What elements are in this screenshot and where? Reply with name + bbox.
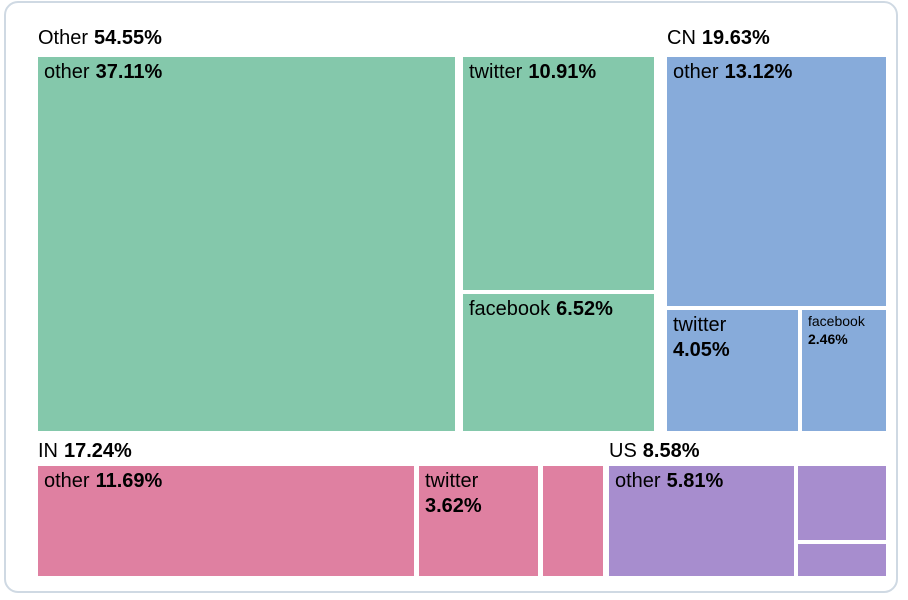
group-label-us: US 8.58% (609, 440, 700, 463)
treemap-cell-us-twitter[interactable] (798, 466, 886, 540)
treemap-cell-in-other[interactable]: other 11.69% (38, 466, 414, 576)
cell-label: facebook 6.52% (463, 294, 654, 325)
cell-label: twitter 3.62% (419, 466, 538, 522)
treemap-cell-in-facebook[interactable] (543, 466, 603, 576)
group-name: US (609, 440, 637, 462)
cell-label: other 11.69% (38, 466, 414, 497)
cell-name: other (44, 470, 90, 492)
treemap-cell-other-facebook[interactable]: facebook 6.52% (463, 294, 654, 431)
group-name: IN (38, 440, 58, 462)
cell-name: twitter (425, 470, 479, 492)
cell-name: other (44, 61, 90, 83)
cell-name: twitter (469, 61, 523, 83)
cell-pct: 6.52% (556, 298, 613, 320)
group-label-other: Other 54.55% (38, 27, 162, 50)
cell-pct: 3.62% (425, 495, 482, 517)
cell-label: facebook 2.46% (802, 310, 886, 351)
cell-name: facebook (469, 298, 551, 320)
cell-name: other (673, 61, 719, 83)
group-pct: 54.55% (94, 27, 162, 49)
treemap-cell-us-other[interactable]: other 5.81% (609, 466, 794, 576)
cell-pct: 10.91% (528, 61, 597, 83)
treemap-cell-cn-twitter[interactable]: twitter 4.05% (667, 310, 798, 431)
cell-name: facebook (808, 313, 865, 329)
group-name: Other (38, 27, 89, 49)
cell-label: other 13.12% (667, 57, 886, 88)
cell-label: other 37.11% (38, 57, 455, 88)
cell-pct: 37.11% (95, 61, 163, 83)
treemap-cell-other-other[interactable]: other 37.11% (38, 57, 455, 431)
treemap-cell-cn-other[interactable]: other 13.12% (667, 57, 886, 306)
treemap-cell-us-facebook[interactable] (798, 544, 886, 576)
group-pct: 17.24% (64, 440, 132, 462)
chart-card: Other 54.55% other 37.11% twitter 10.91% faceb… (4, 1, 898, 593)
cell-label: twitter 4.05% (667, 310, 798, 366)
cell-pct: 13.12% (724, 61, 793, 83)
group-name: CN (667, 27, 696, 49)
treemap-cell-in-twitter[interactable]: twitter 3.62% (419, 466, 538, 576)
group-label-in: IN 17.24% (38, 440, 132, 463)
group-label-cn: CN 19.63% (667, 27, 770, 50)
treemap-cell-cn-facebook[interactable]: facebook 2.46% (802, 310, 886, 431)
cell-pct: 2.46% (808, 330, 848, 347)
treemap-cell-other-twitter[interactable]: twitter 10.91% (463, 57, 654, 290)
group-pct: 8.58% (642, 440, 700, 462)
cell-name: twitter (673, 314, 727, 336)
cell-pct: 11.69% (95, 470, 163, 492)
cell-name: other (615, 470, 661, 492)
group-pct: 19.63% (701, 27, 770, 49)
treemap: Other 54.55% other 37.11% twitter 10.91% faceb… (6, 3, 896, 591)
cell-label: twitter 10.91% (463, 57, 654, 88)
cell-pct: 5.81% (666, 470, 724, 492)
cell-pct: 4.05% (673, 339, 730, 361)
cell-label: other 5.81% (609, 466, 794, 497)
